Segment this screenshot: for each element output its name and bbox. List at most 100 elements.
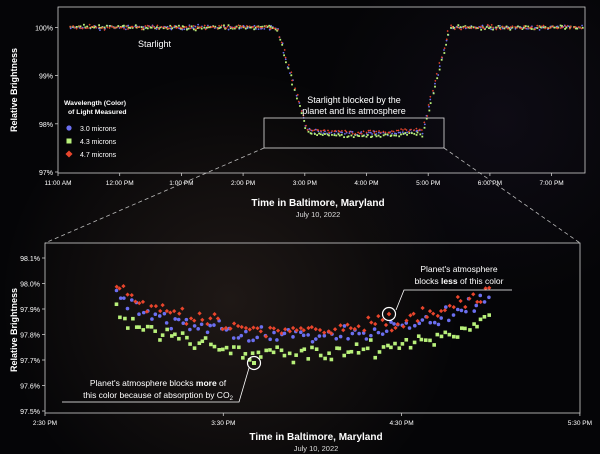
bottom-data-point: [137, 301, 142, 306]
bottom-data-point: [224, 345, 229, 350]
top-data-point: [348, 132, 351, 135]
top-data-point: [368, 131, 370, 134]
top-data-point: [310, 132, 313, 135]
top-data-point: [361, 135, 364, 138]
legend-label-3-0-microns: 3.0 microns: [80, 126, 117, 133]
top-x-tick-label: 6:00 PM: [478, 180, 502, 187]
top-data-point: [527, 25, 530, 28]
top-x-tick-label: 11:00 AM: [45, 180, 72, 187]
top-data-point: [293, 89, 296, 91]
top-data-point: [425, 117, 428, 120]
top-data-point: [209, 26, 211, 29]
bottom-data-point: [361, 347, 366, 352]
bottom-data-point: [275, 338, 279, 342]
top-data-point: [453, 27, 455, 29]
top-data-point: [397, 131, 400, 134]
bottom-data-point: [420, 318, 425, 322]
top-data-point: [423, 126, 426, 129]
top-data-point: [428, 105, 430, 108]
zoom-region-box: [263, 117, 445, 149]
bottom-data-point: [231, 321, 237, 326]
top-data-point: [337, 133, 340, 136]
bottom-data-point: [383, 322, 389, 328]
bottom-data-point: [291, 360, 296, 365]
bottom-data-point: [141, 310, 146, 315]
top-data-point: [92, 25, 95, 28]
bottom-data-point: [228, 326, 233, 331]
top-y-axis: 97% 98% 99% 100%: [35, 25, 58, 177]
bottom-data-point: [279, 331, 284, 336]
bottom-data-point: [314, 347, 319, 351]
top-data-point: [183, 28, 186, 31]
top-data-point: [180, 27, 182, 30]
bottom-data-point: [366, 315, 371, 320]
bottom-data-point: [334, 336, 339, 341]
annotation-less-line2: blocks less of this color: [415, 276, 504, 286]
top-data-point: [402, 133, 405, 135]
top-data-point: [290, 71, 293, 74]
top-data-point: [207, 24, 209, 27]
top-data-point: [434, 85, 436, 88]
top-data-point: [181, 28, 184, 31]
bottom-data-point: [310, 345, 314, 350]
bottom-data-point: [306, 325, 311, 331]
bottom-data-point: [287, 351, 292, 356]
bottom-data-point: [199, 322, 204, 327]
top-data-point: [440, 58, 443, 61]
legend: Wavelength (Color) of Light Measured 3.0…: [64, 100, 127, 159]
bottom-data-point: [294, 328, 299, 333]
top-data-point: [365, 135, 368, 138]
top-data-point: [242, 26, 245, 29]
bottom-data-point: [376, 313, 381, 319]
bottom-data-point: [432, 343, 436, 347]
top-data-point: [357, 131, 360, 134]
bottom-data-point: [129, 292, 134, 298]
bottom-data-point: [114, 288, 119, 293]
top-data-point: [397, 129, 400, 132]
bottom-data-point: [244, 329, 248, 334]
callout-line-less: [395, 289, 512, 311]
bottom-data-point: [301, 333, 306, 338]
top-data-point: [300, 109, 303, 113]
top-data-point: [296, 93, 299, 96]
bottom-data-point: [290, 325, 296, 331]
top-data-point: [142, 28, 145, 31]
bottom-data-point: [395, 321, 400, 327]
bottom-data-point: [208, 323, 212, 328]
top-data-point: [291, 79, 294, 82]
bottom-data-point: [400, 342, 405, 346]
bottom-data-point: [247, 327, 252, 332]
bottom-data-point: [317, 334, 322, 338]
top-data-point: [75, 27, 78, 30]
bottom-y-tick-label: 97.6%: [20, 384, 40, 391]
top-data-point: [538, 28, 541, 31]
top-data-point: [334, 129, 337, 132]
bottom-y-tick-label: 97.7%: [20, 358, 40, 365]
top-data-point: [326, 133, 329, 136]
top-data-point: [244, 27, 247, 30]
top-data-point: [281, 43, 284, 46]
bottom-data-point: [326, 329, 331, 334]
bottom-y-axis-label: Relative Brightness: [9, 288, 19, 372]
top-data-point: [223, 24, 225, 27]
top-data-point: [490, 23, 493, 26]
bottom-data-point: [291, 335, 295, 339]
bottom-data-point: [446, 318, 451, 323]
top-data-point: [165, 26, 167, 29]
bottom-data-point: [458, 298, 463, 304]
top-data-point: [274, 28, 277, 31]
bottom-data-point: [380, 332, 385, 336]
bottom-data-point: [482, 300, 487, 304]
top-data-point: [542, 26, 545, 29]
bottom-data-points: [114, 284, 492, 365]
top-data-point: [514, 26, 517, 29]
bottom-data-point: [141, 328, 146, 332]
bottom-data-point: [299, 330, 303, 335]
bottom-data-point: [420, 305, 425, 311]
bottom-data-point: [255, 326, 260, 331]
top-data-point: [565, 26, 568, 29]
bottom-data-point: [243, 352, 248, 356]
top-data-point: [395, 132, 398, 135]
top-data-point: [127, 24, 130, 27]
bottom-data-point: [129, 298, 134, 302]
